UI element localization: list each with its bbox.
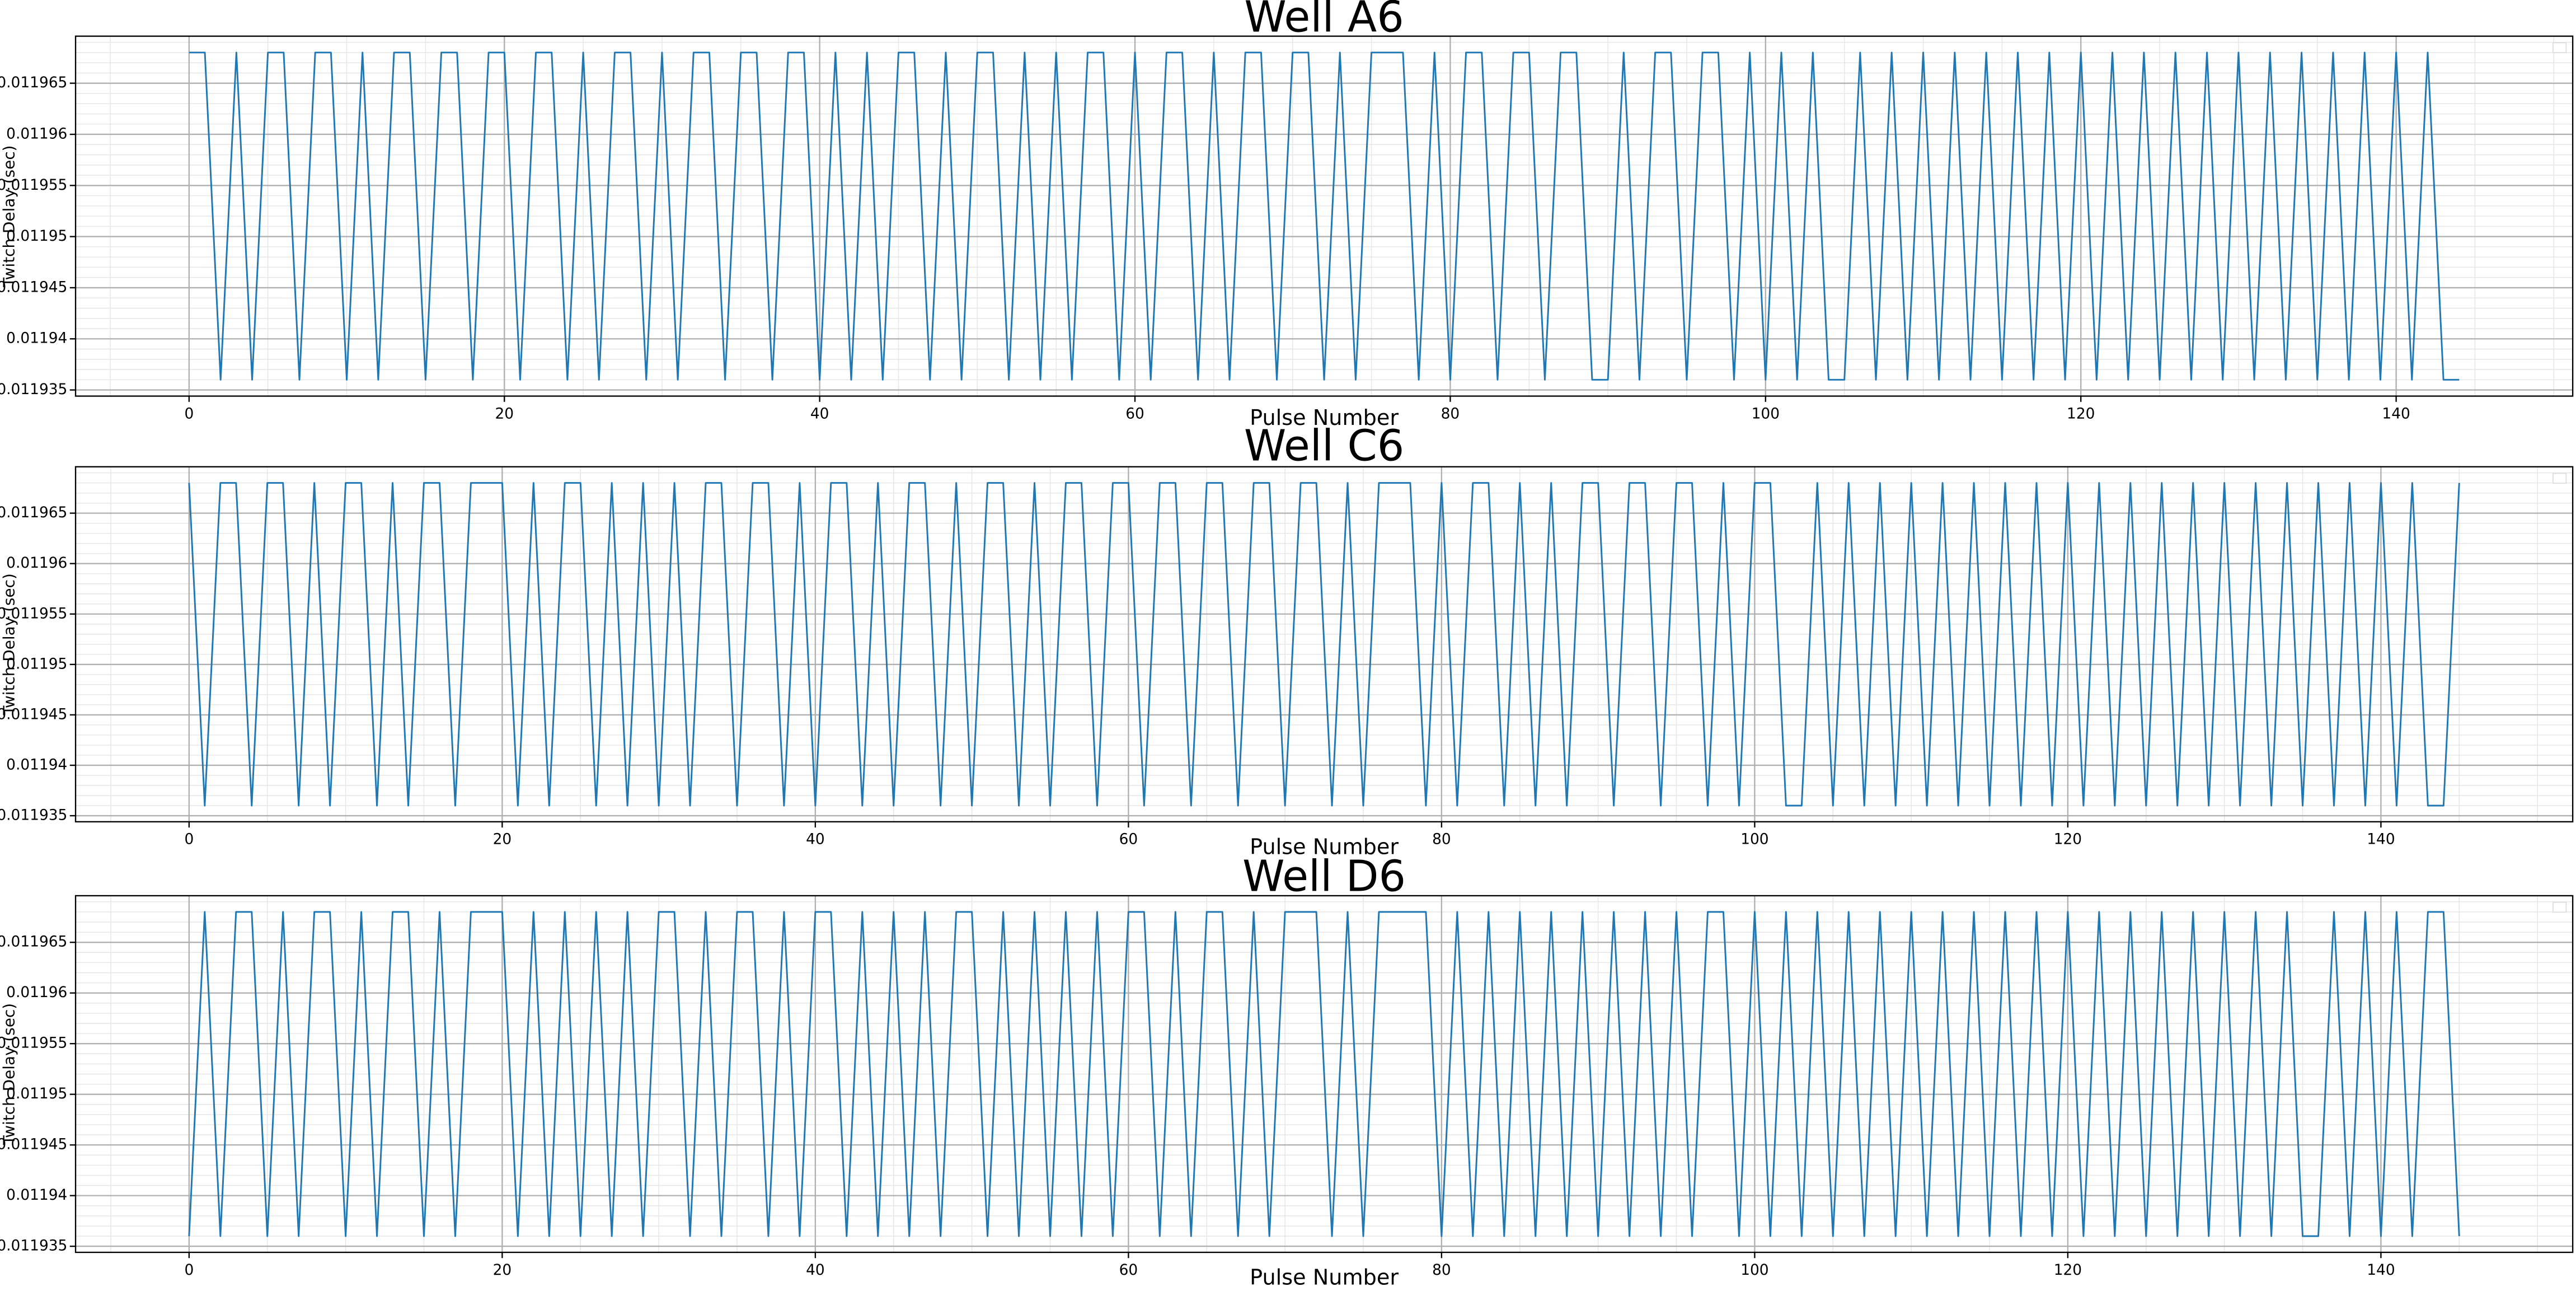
y-tick-label: 0.011965 (0, 933, 67, 951)
x-tick-label: 20 (495, 405, 514, 422)
y-tick-label: 0.01195 (6, 1085, 67, 1102)
y-axis-label: Twitch Delay (sec) (0, 573, 18, 715)
x-tick-label: 80 (1441, 405, 1460, 422)
legend-box (2552, 473, 2567, 484)
y-tick-label: 0.011965 (0, 74, 67, 91)
y-tick-label: 0.011935 (0, 1237, 67, 1255)
axes-frame (74, 35, 2574, 397)
x-axis-label: Pulse Number (1250, 405, 1399, 430)
y-tick-label: 0.011955 (0, 605, 67, 622)
data-line (189, 52, 2460, 381)
legend-box (2552, 901, 2567, 913)
subplot-title: Well C6 (1244, 420, 1404, 470)
y-tick-label: 0.01196 (6, 554, 67, 572)
x-tick-label: 140 (2367, 831, 2395, 848)
y-axis-label: Twitch Delay (sec) (0, 145, 18, 287)
y-tick-label: 0.011945 (0, 1136, 67, 1153)
subplot-title: Well A6 (1244, 0, 1404, 41)
x-tick-label: 60 (1119, 831, 1138, 848)
x-tick-label: 0 (184, 1261, 194, 1279)
x-axis-label: Pulse Number (1250, 1265, 1399, 1289)
subplot-title: Well D6 (1242, 852, 1406, 901)
y-tick-label: 0.01196 (6, 984, 67, 1001)
y-tick-label: 0.01194 (6, 330, 67, 347)
x-tick-label: 80 (1432, 831, 1451, 848)
axes-frame (74, 466, 2574, 823)
axes-frame (74, 895, 2574, 1253)
x-axis-label: Pulse Number (1250, 834, 1399, 859)
x-tick-label: 0 (184, 831, 194, 848)
x-tick-label: 0 (184, 405, 194, 422)
x-tick-label: 100 (1740, 831, 1768, 848)
x-tick-label: 40 (806, 831, 825, 848)
x-tick-label: 60 (1119, 1261, 1138, 1279)
data-line (188, 482, 2460, 807)
x-tick-label: 100 (1740, 1261, 1768, 1279)
x-tick-label: 80 (1432, 1261, 1451, 1279)
y-tick-label: 0.011955 (0, 1035, 67, 1052)
x-tick-label: 120 (2054, 831, 2082, 848)
x-tick-label: 120 (2054, 1261, 2082, 1279)
x-tick-label: 20 (493, 1261, 512, 1279)
y-tick-label: 0.01195 (6, 227, 67, 245)
y-tick-label: 0.01196 (6, 125, 67, 142)
x-tick-label: 20 (493, 831, 512, 848)
x-tick-label: 100 (1752, 405, 1780, 422)
y-tick-label: 0.011965 (0, 504, 67, 521)
y-tick-label: 0.011935 (0, 807, 67, 824)
x-tick-label: 140 (2367, 1261, 2395, 1279)
subplot: 0 20 40 60 80 100 120 140 0.011935 0.01194 0.01194… (0, 420, 2574, 859)
x-tick-label: 40 (810, 405, 829, 422)
y-tick-label: 0.011945 (0, 705, 67, 723)
y-tick-label: 0.01194 (6, 1186, 67, 1204)
x-tick-label: 120 (2067, 405, 2095, 422)
subplot: 0 20 40 60 80 100 120 140 0.011935 0.01194 0.01194… (0, 852, 2574, 1289)
x-tick-label: 60 (1125, 405, 1144, 422)
y-tick-label: 0.011945 (0, 278, 67, 296)
y-tick-label: 0.01195 (6, 655, 67, 672)
data-line (188, 911, 2460, 1237)
y-tick-label: 0.011955 (0, 176, 67, 194)
subplot: 0 20 40 60 80 100 120 140 0.011935 0.01194 0.01194… (0, 0, 2574, 430)
legend-box (2552, 42, 2567, 53)
y-tick-label: 0.01194 (6, 756, 67, 773)
y-axis-label: Twitch Delay (sec) (0, 1003, 18, 1145)
x-tick-label: 40 (806, 1261, 825, 1279)
x-tick-label: 140 (2382, 405, 2410, 422)
y-tick-label: 0.011935 (0, 381, 67, 398)
